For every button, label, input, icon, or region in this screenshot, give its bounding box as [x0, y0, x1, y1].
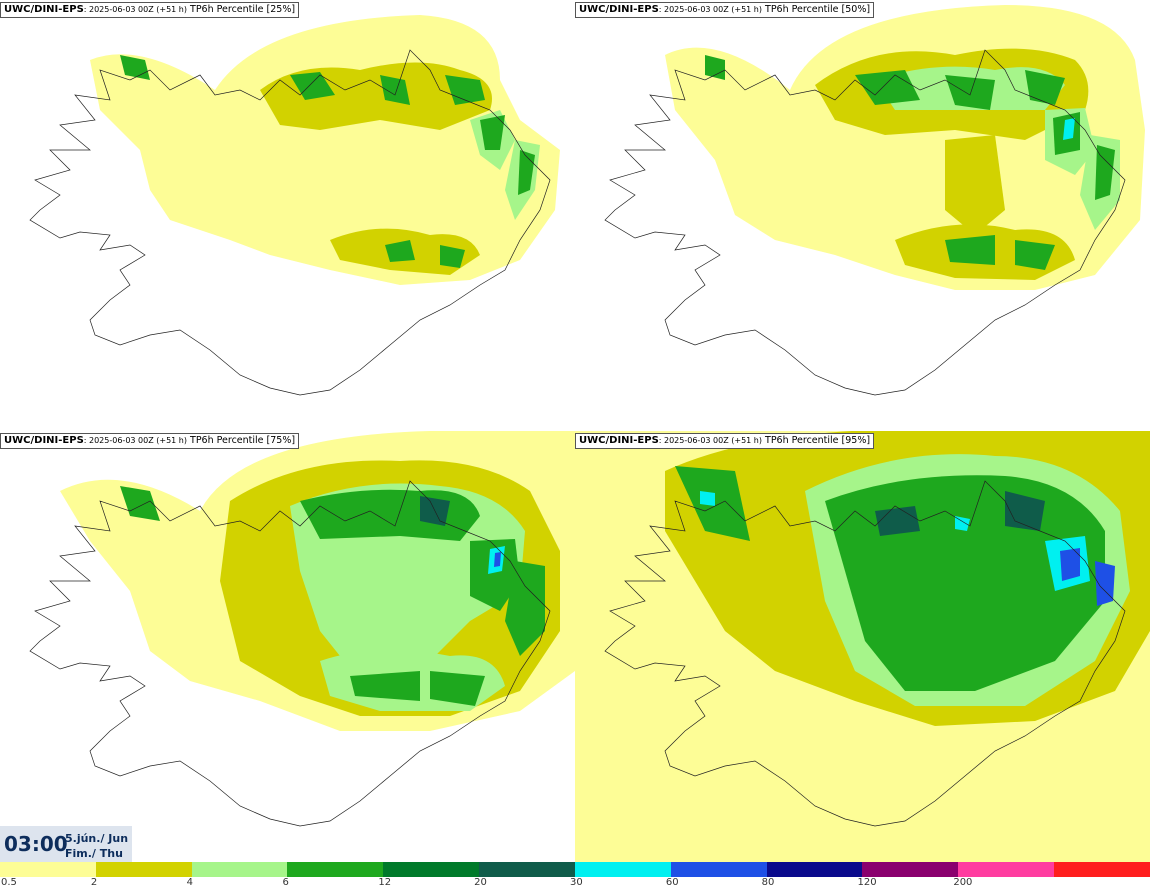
model-name: UWC/DINI-EPS — [579, 435, 659, 446]
panel-header: UWC/DINI-EPS: 2025-06-03 00Z (+51 h) TP6… — [575, 433, 875, 449]
map-panel-p25: UWC/DINI-EPS: 2025-06-03 00Z (+51 h) TP6… — [0, 0, 575, 431]
valid-weekday: Fim./ Thu — [65, 847, 123, 860]
colorbar-swatch — [287, 862, 384, 877]
valid-date-text: 5.jún./ Jun — [65, 832, 129, 845]
colorbar — [0, 862, 1150, 877]
map-canvas — [29, 431, 575, 827]
valid-date: 5.jún./ Jun Fim./ Thu — [65, 831, 128, 861]
colorbar-swatch — [191, 862, 288, 877]
colorbar-swatch — [479, 862, 575, 877]
colorbar-label: 4 — [186, 877, 194, 888]
colorbar-label: 120 — [857, 877, 877, 888]
colorbar-label: 12 — [378, 877, 392, 888]
colorbar-label: 20 — [474, 877, 487, 888]
colorbar-swatch — [862, 862, 959, 877]
map-canvas — [604, 5, 1145, 396]
run-info: : 2025-06-03 00Z (+51 h) — [83, 436, 187, 445]
map-canvas — [575, 431, 1150, 862]
field-name: TP6h Percentile [75%] — [190, 435, 296, 446]
field-name: TP6h Percentile [50%] — [765, 4, 871, 15]
model-name: UWC/DINI-EPS — [579, 4, 659, 15]
colorbar-label: 30 — [570, 877, 583, 888]
colorbar-label: 2 — [90, 877, 98, 888]
colorbar-labels: 0.5 2 4 6 12 20 30 60 80 120 200 — [0, 877, 1150, 891]
run-info: : 2025-06-03 00Z (+51 h) — [83, 5, 187, 14]
run-info: : 2025-06-03 00Z (+51 h) — [658, 436, 762, 445]
colorbar-swatch — [958, 862, 1055, 877]
model-name: UWC/DINI-EPS — [4, 435, 84, 446]
colorbar-swatch — [670, 862, 767, 877]
colorbar-label: 0.5 — [1, 877, 17, 888]
map-canvas — [29, 15, 560, 396]
valid-time-box: 03:00 5.jún./ Jun Fim./ Thu — [0, 826, 132, 862]
colorbar-swatch — [0, 862, 96, 877]
colorbar-swatch — [766, 862, 863, 877]
panel-header: UWC/DINI-EPS: 2025-06-03 00Z (+51 h) TP6… — [575, 2, 875, 18]
colorbar-swatch — [574, 862, 671, 877]
run-info: : 2025-06-03 00Z (+51 h) — [658, 5, 762, 14]
map-panel-p50: UWC/DINI-EPS: 2025-06-03 00Z (+51 h) TP6… — [575, 0, 1150, 431]
colorbar-swatch — [383, 862, 480, 877]
valid-hour: 03:00 — [4, 832, 68, 856]
map-panel-p75: UWC/DINI-EPS: 2025-06-03 00Z (+51 h) TP6… — [0, 431, 575, 862]
model-name: UWC/DINI-EPS — [4, 4, 84, 15]
field-name: TP6h Percentile [25%] — [190, 4, 296, 15]
colorbar-label: 80 — [761, 877, 775, 888]
colorbar-label: 60 — [665, 877, 679, 888]
colorbar-swatch — [95, 862, 192, 877]
field-name: TP6h Percentile [95%] — [765, 435, 871, 446]
panel-header: UWC/DINI-EPS: 2025-06-03 00Z (+51 h) TP6… — [0, 433, 300, 449]
panel-header: UWC/DINI-EPS: 2025-06-03 00Z (+51 h) TP6… — [0, 2, 300, 18]
colorbar-swatch — [1054, 862, 1150, 877]
map-panel-p95: UWC/DINI-EPS: 2025-06-03 00Z (+51 h) TP6… — [575, 431, 1150, 862]
colorbar-label: 6 — [282, 877, 289, 888]
colorbar-label: 200 — [953, 877, 973, 888]
